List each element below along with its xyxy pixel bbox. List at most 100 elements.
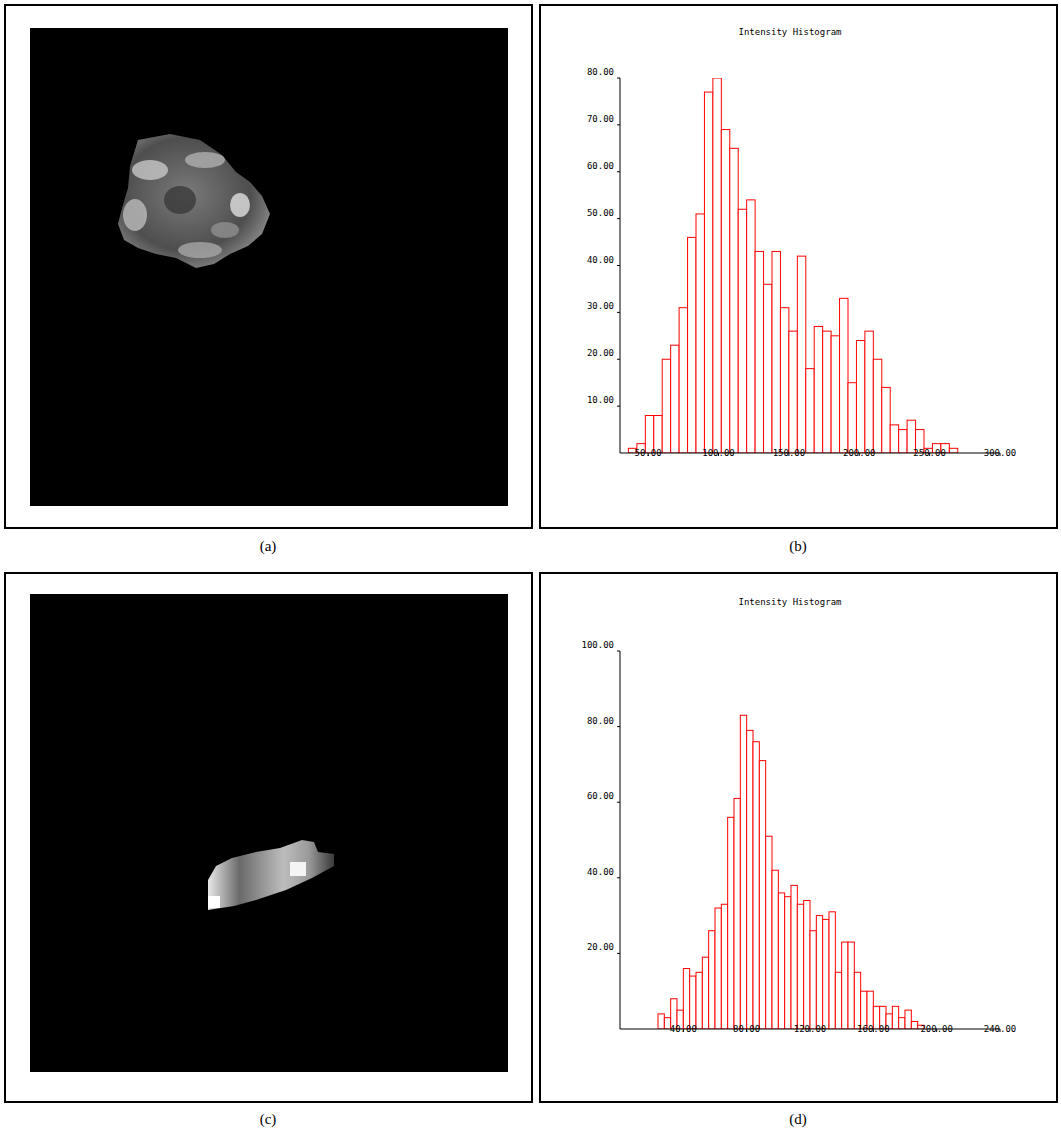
y-tick bbox=[617, 218, 620, 219]
histogram-bar bbox=[690, 976, 696, 1029]
panel-label: (a) bbox=[260, 538, 277, 555]
x-tick-label: 150.00 bbox=[773, 448, 806, 458]
histogram-bar bbox=[823, 331, 831, 453]
histogram-bar bbox=[780, 308, 788, 453]
y-tick-label: 40.00 bbox=[587, 255, 614, 265]
panel-label: (d) bbox=[789, 1111, 807, 1128]
panel-label: (c) bbox=[260, 1111, 277, 1128]
histogram-bar bbox=[835, 972, 841, 1029]
y-tick bbox=[617, 406, 620, 407]
y-tick bbox=[617, 877, 620, 878]
histogram-bar bbox=[747, 730, 753, 1029]
histogram-bar bbox=[797, 256, 805, 453]
histogram-bar bbox=[696, 972, 702, 1029]
y-tick-label: 60.00 bbox=[587, 161, 614, 171]
histogram: Intensity Histogram50.00100.00150.00200.… bbox=[587, 27, 1016, 458]
histogram-bar bbox=[949, 448, 957, 453]
histogram-bar bbox=[905, 1010, 911, 1029]
histogram-bar bbox=[658, 1014, 664, 1029]
histogram-bar bbox=[865, 331, 873, 453]
histogram-bar bbox=[679, 308, 687, 453]
bars bbox=[658, 715, 924, 1029]
panel-frame bbox=[540, 573, 1057, 1102]
x-tick-label: 250.00 bbox=[913, 448, 946, 458]
image-background bbox=[30, 28, 508, 506]
histogram-bar bbox=[759, 761, 765, 1029]
histogram-bar bbox=[882, 387, 890, 453]
histogram-bar bbox=[890, 425, 898, 453]
histogram-bar bbox=[772, 251, 780, 453]
histogram-bar bbox=[764, 284, 772, 453]
x-tick-label: 100.00 bbox=[702, 448, 735, 458]
histogram-bar bbox=[753, 742, 759, 1029]
cell-image bbox=[118, 134, 270, 268]
y-tick-label: 10.00 bbox=[587, 395, 614, 405]
y-axis bbox=[620, 651, 621, 1029]
histogram-bar bbox=[772, 870, 778, 1029]
y-tick-label: 60.00 bbox=[587, 791, 614, 801]
histogram-bar bbox=[804, 900, 810, 1029]
y-tick-label: 80.00 bbox=[587, 716, 614, 726]
histogram-bar bbox=[831, 336, 839, 453]
histogram-bar bbox=[683, 969, 689, 1029]
histogram-bar bbox=[856, 341, 864, 454]
histogram-bar bbox=[785, 897, 791, 1029]
y-tick bbox=[617, 802, 620, 803]
histogram-bar bbox=[728, 817, 734, 1029]
histogram-bar bbox=[816, 916, 822, 1029]
figure: (a)(b)(c)(d)Intensity Histogram50.00100.… bbox=[0, 0, 1061, 1137]
y-tick-label: 40.00 bbox=[587, 867, 614, 877]
x-tick-label: 300.00 bbox=[984, 448, 1017, 458]
histogram-bar bbox=[671, 345, 679, 453]
histogram-bar bbox=[713, 78, 721, 453]
y-tick bbox=[617, 171, 620, 172]
histogram-bar bbox=[778, 893, 784, 1029]
histogram-bar bbox=[899, 1018, 905, 1029]
histogram-bar bbox=[766, 836, 772, 1029]
histogram-bar bbox=[791, 885, 797, 1029]
histogram-bar bbox=[789, 331, 797, 453]
panel-frame bbox=[540, 5, 1057, 528]
histogram-bar bbox=[829, 912, 835, 1029]
y-tick bbox=[617, 651, 620, 652]
bars bbox=[628, 78, 957, 453]
y-tick bbox=[617, 726, 620, 727]
histogram-bar bbox=[814, 326, 822, 453]
y-tick bbox=[617, 359, 620, 360]
x-tick-label: 120.00 bbox=[794, 1024, 827, 1034]
chart-title: Intensity Histogram bbox=[739, 597, 842, 607]
y-tick bbox=[617, 124, 620, 125]
y-tick bbox=[617, 312, 620, 313]
histogram-bar bbox=[854, 972, 860, 1029]
histogram-bar bbox=[740, 715, 746, 1029]
histogram: Intensity Histogram 40.00 80.00 120.00 160.0… bbox=[581, 597, 1016, 1034]
x-tick-label: 40.00 bbox=[670, 1024, 697, 1034]
histogram-bar bbox=[823, 919, 829, 1029]
x-tick-label: 200.00 bbox=[920, 1024, 953, 1034]
histogram-bar bbox=[709, 931, 715, 1029]
histogram-bar bbox=[747, 200, 755, 453]
y-tick-label: 80.00 bbox=[587, 67, 614, 77]
x-tick-label: 160.00 bbox=[857, 1024, 890, 1034]
x-tick-label: 200.00 bbox=[843, 448, 876, 458]
x-tick-label: 80.00 bbox=[733, 1024, 760, 1034]
histogram-bar bbox=[806, 369, 814, 453]
histogram-bar bbox=[734, 798, 740, 1029]
histogram-bar bbox=[715, 908, 721, 1029]
x-tick-label: 50.00 bbox=[635, 448, 662, 458]
histogram-bar bbox=[662, 359, 670, 453]
y-tick-label: 30.00 bbox=[587, 301, 614, 311]
panel-frame bbox=[5, 5, 532, 528]
histogram-bar bbox=[848, 942, 854, 1029]
histogram-bar bbox=[702, 957, 708, 1029]
y-tick-label: 50.00 bbox=[587, 208, 614, 218]
histogram-bar bbox=[842, 942, 848, 1029]
cell-image bbox=[208, 840, 334, 910]
y-tick-label: 20.00 bbox=[587, 942, 614, 952]
histogram-bar bbox=[721, 904, 727, 1029]
y-tick-label: 20.00 bbox=[587, 348, 614, 358]
y-tick-label: 100.00 bbox=[581, 640, 614, 650]
histogram-bar bbox=[810, 931, 816, 1029]
histogram-bar bbox=[899, 430, 907, 453]
histogram-bar bbox=[721, 130, 729, 453]
